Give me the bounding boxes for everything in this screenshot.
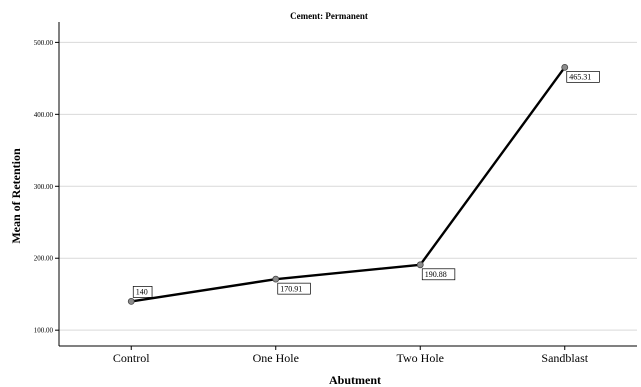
chart-title: Cement: Permanent (290, 11, 368, 21)
data-label-box (132, 286, 153, 298)
data-point (127, 297, 135, 305)
data-label: 465.31 (566, 70, 600, 83)
y-tick-label: 300.00 (34, 183, 54, 191)
data-label: 190.88 (421, 268, 456, 281)
data-label: 170.91 (277, 282, 311, 295)
data-label-text: 170.91 (280, 284, 302, 293)
y-axis-ticks: 100.00 200.00 300.00 400.00 500.00 (34, 39, 59, 335)
y-tick-label: 100.00 (34, 327, 54, 335)
y-axis-title: Mean of Retention (9, 148, 23, 244)
x-tick-label: Two Hole (397, 351, 444, 365)
x-tick-label: Control (113, 351, 150, 365)
y-tick-label: 400.00 (34, 111, 54, 119)
data-label-box (566, 70, 600, 83)
y-tick-label: 200.00 (34, 255, 54, 263)
data-label-box (421, 268, 456, 281)
data-label-text: 190.88 (425, 270, 447, 279)
data-point (416, 261, 424, 269)
data-point (561, 63, 569, 71)
x-axis-title: Abutment (329, 373, 381, 387)
gridlines (59, 41, 637, 331)
data-label-box (277, 282, 311, 295)
series-line (131, 66, 566, 303)
data-label-text: 140 (136, 288, 148, 297)
x-tick-label: Sandblast (541, 351, 588, 365)
data-label-text: 465.31 (569, 73, 591, 82)
data-labels: 140 170.91 190.88 465.31 (132, 70, 600, 298)
y-tick-label: 500.00 (34, 39, 54, 47)
data-label: 140 (132, 286, 153, 298)
data-point (272, 275, 280, 283)
x-axis-ticks: Control One Hole Two Hole Sandblast (113, 346, 589, 365)
x-tick-label: One Hole (253, 351, 299, 365)
data-points (127, 63, 569, 305)
